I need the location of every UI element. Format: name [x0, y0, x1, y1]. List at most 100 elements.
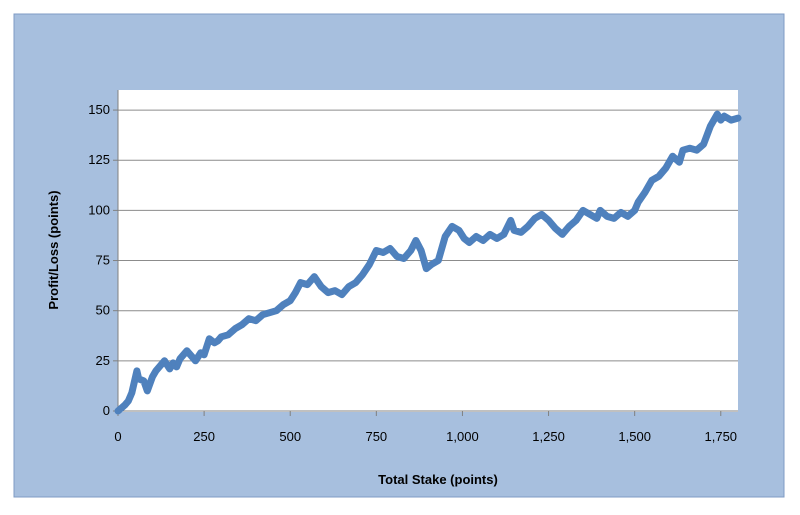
data-point	[298, 280, 304, 286]
data-point	[676, 159, 682, 165]
data-point	[632, 207, 638, 213]
data-point	[518, 229, 524, 235]
data-point	[670, 153, 676, 159]
data-point	[304, 282, 310, 288]
y-axis-title: Profit/Loss (points)	[46, 190, 61, 309]
data-point	[260, 312, 266, 318]
data-point	[318, 284, 324, 290]
y-tick-label: 150	[88, 102, 110, 117]
data-point	[167, 366, 173, 372]
data-point	[597, 207, 603, 213]
x-tick-label: 0	[114, 429, 121, 444]
data-point	[394, 254, 400, 259]
data-point	[156, 364, 162, 370]
data-point	[456, 227, 462, 233]
data-point	[663, 165, 669, 171]
data-point	[707, 123, 713, 129]
data-point	[122, 402, 128, 408]
data-point	[552, 225, 558, 231]
data-point	[218, 334, 224, 340]
data-point	[201, 352, 207, 358]
data-point	[193, 358, 198, 364]
data-point	[687, 145, 693, 151]
data-point	[594, 215, 600, 221]
data-point	[532, 215, 538, 221]
data-point	[325, 290, 331, 296]
data-point	[625, 213, 631, 219]
data-point	[566, 223, 572, 229]
x-axis-title: Total Stake (points)	[378, 472, 498, 487]
data-point	[162, 358, 167, 364]
data-point	[149, 374, 155, 380]
data-point	[701, 141, 707, 147]
data-point	[466, 240, 472, 245]
data-point	[273, 308, 279, 314]
data-point	[360, 272, 366, 278]
data-point	[546, 217, 552, 223]
data-point	[718, 117, 724, 123]
data-point	[232, 326, 238, 332]
data-point	[449, 223, 455, 229]
data-point	[189, 354, 195, 360]
data-point	[332, 288, 338, 294]
x-tick-label: 1,500	[618, 429, 651, 444]
data-point	[604, 213, 610, 219]
data-point	[115, 408, 121, 414]
data-point	[401, 256, 407, 261]
x-tick-label: 1,250	[532, 429, 565, 444]
plot-area	[118, 90, 738, 412]
data-point	[353, 280, 359, 286]
x-tick-label: 500	[279, 429, 301, 444]
y-tick-label: 100	[88, 202, 110, 217]
data-point	[253, 318, 259, 324]
data-point	[144, 388, 150, 394]
data-point	[680, 147, 686, 153]
y-tick-label: 50	[96, 303, 110, 318]
data-point	[573, 217, 579, 223]
data-point	[287, 298, 293, 304]
data-point	[246, 316, 252, 322]
data-point	[125, 398, 131, 404]
data-point	[311, 274, 317, 280]
data-point	[580, 207, 586, 213]
data-point	[428, 262, 434, 267]
data-point	[461, 236, 467, 241]
data-point	[635, 199, 641, 205]
x-tick-label: 1,750	[705, 429, 738, 444]
series-layer	[114, 110, 742, 415]
x-tick-label: 250	[193, 429, 215, 444]
data-point	[435, 258, 441, 263]
data-point	[170, 360, 176, 366]
data-point	[239, 322, 245, 328]
x-tick-label: 1,000	[446, 429, 479, 444]
data-point	[174, 364, 180, 370]
data-point	[134, 368, 140, 374]
data-point	[539, 211, 545, 217]
data-point	[642, 189, 648, 195]
data-point	[480, 238, 486, 243]
data-point	[487, 231, 493, 237]
data-point	[501, 231, 507, 237]
data-point	[721, 113, 727, 119]
data-point	[136, 376, 142, 382]
x-tick-label: 750	[365, 429, 387, 444]
data-point	[366, 262, 372, 267]
data-point	[473, 234, 479, 239]
data-point	[442, 234, 448, 239]
data-point	[280, 302, 286, 308]
data-point	[177, 356, 183, 362]
data-point	[153, 368, 159, 374]
data-point	[656, 173, 662, 179]
data-point	[206, 336, 212, 342]
data-point	[611, 215, 617, 221]
gridlines	[118, 109, 738, 362]
data-point	[373, 248, 379, 253]
data-point	[292, 290, 298, 296]
data-point	[129, 390, 135, 396]
data-point	[387, 246, 393, 251]
data-point	[184, 348, 190, 354]
data-point	[141, 378, 147, 384]
data-point	[735, 115, 741, 121]
data-point	[714, 111, 720, 117]
data-point	[587, 211, 593, 217]
